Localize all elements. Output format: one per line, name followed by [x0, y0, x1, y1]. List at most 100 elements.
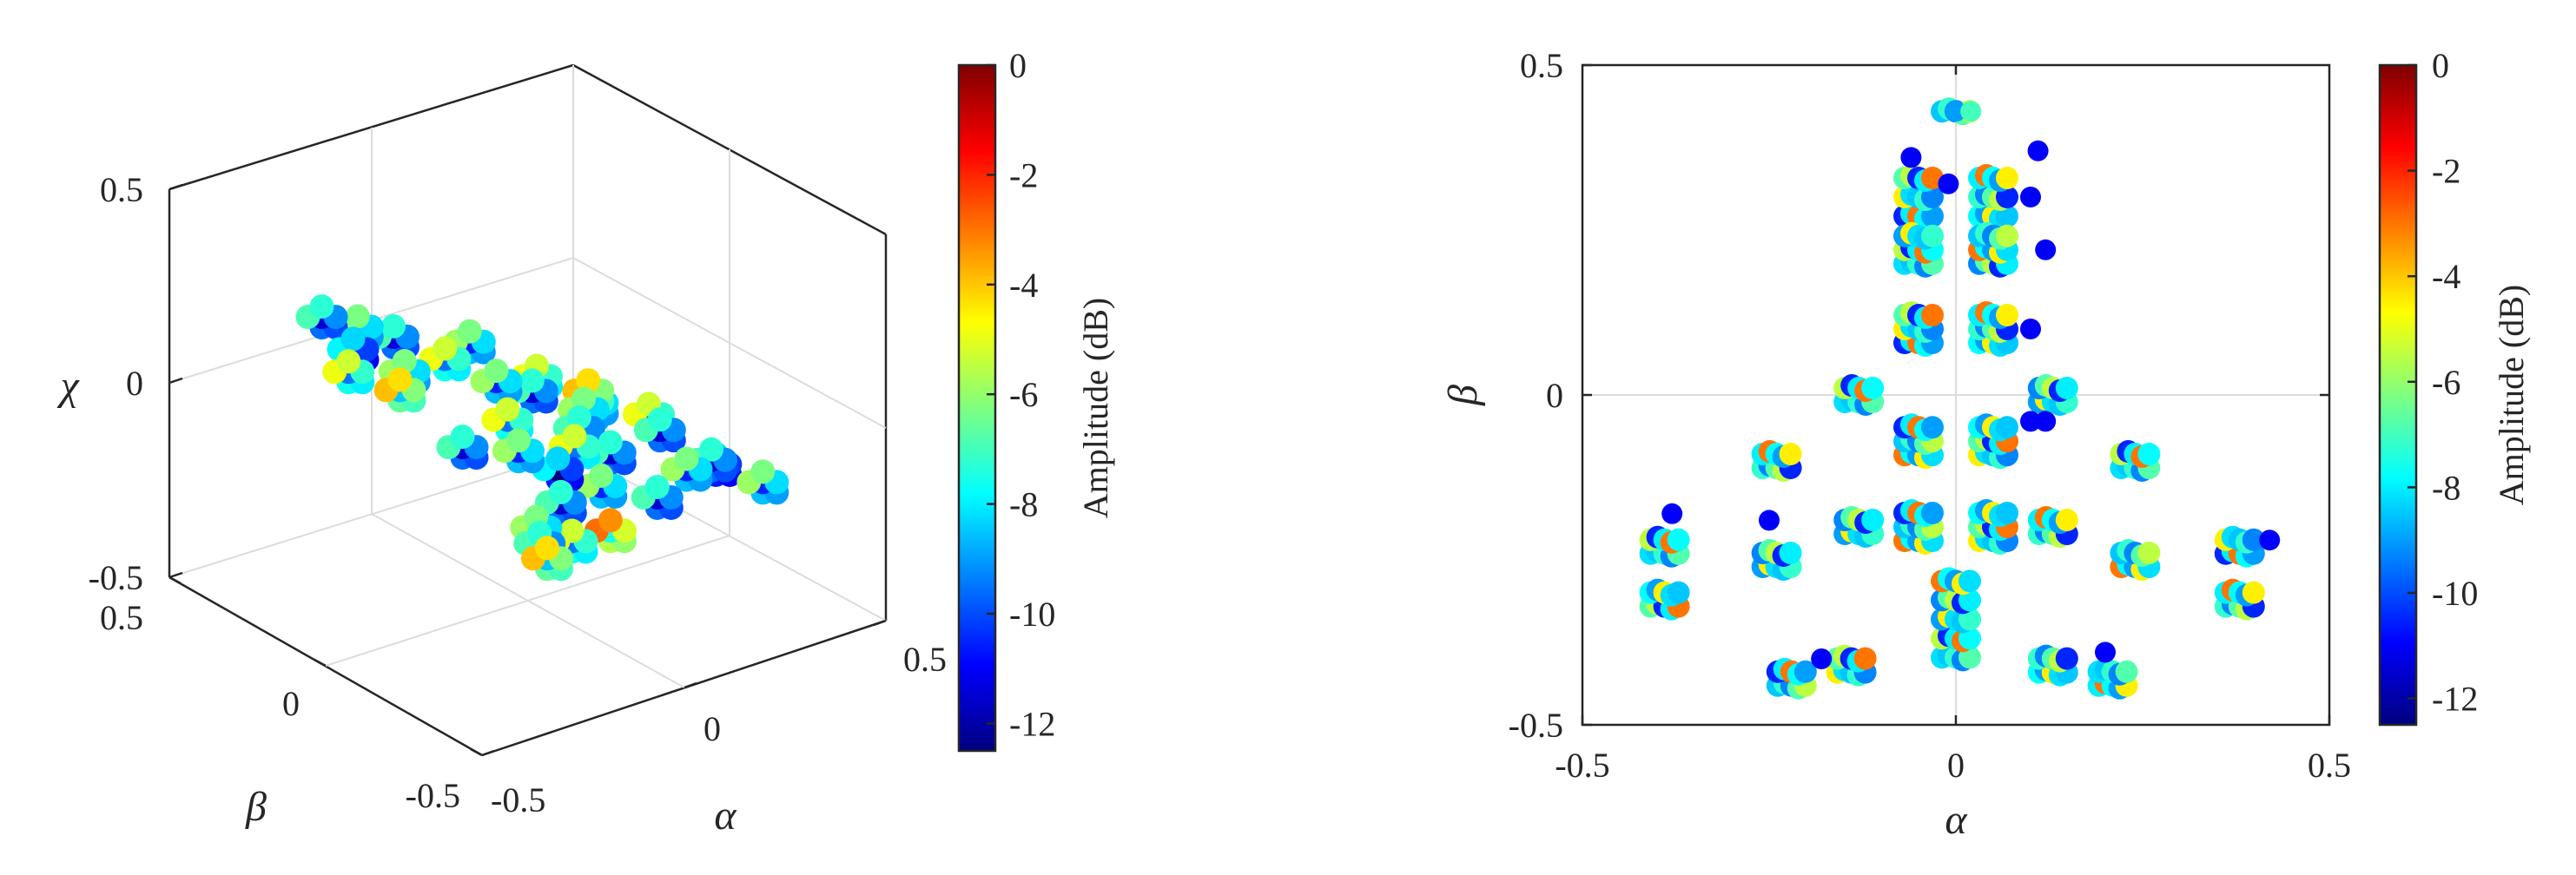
data-point: [2259, 530, 2281, 551]
data-point: [433, 336, 458, 361]
data-point: [1667, 528, 1690, 551]
plot3d-z-label: χ: [56, 363, 80, 409]
data-point: [674, 446, 699, 471]
colorbar-tick-label: -12: [1009, 704, 1055, 743]
plot2d-y-tick: -0.5: [1509, 706, 1563, 745]
data-point: [2055, 647, 2078, 670]
plot3d-y-tick: -0.5: [406, 776, 460, 815]
colorbar-tick-label: -10: [1009, 595, 1055, 634]
plot3d-grid: [168, 65, 887, 688]
data-point: [699, 437, 723, 462]
data-point: [1861, 377, 1885, 399]
plot2d: 0.5 0 -0.5 -0.5 0 0.5 α β: [1440, 46, 2351, 843]
plot3d-x-tick: 0: [703, 709, 721, 748]
data-point: [2055, 509, 2078, 531]
data-point: [598, 430, 623, 455]
data-point: [1921, 304, 1944, 326]
plot2d-y-tick: 0: [1546, 376, 1563, 415]
plot3d: 0.5 0 -0.5 -0.5 0 0.5 0.5 0 -0.5 χ α β: [56, 63, 947, 839]
data-point: [1900, 147, 1922, 168]
data-point: [1921, 416, 1944, 439]
plot2d-x-tick: -0.5: [1555, 746, 1609, 785]
colorbar-tick-label: -8: [2432, 468, 2460, 507]
data-point: [1996, 224, 2018, 247]
colorbar-tick-label: -4: [1009, 266, 1038, 305]
data-point: [750, 459, 776, 484]
data-point: [1938, 173, 1959, 194]
data-point: [484, 359, 509, 384]
data-point: [535, 536, 559, 561]
data-point: [545, 446, 571, 471]
plot2d-points: [1639, 97, 2281, 700]
data-point: [2115, 660, 2138, 683]
colorbar-tick-label: 0: [1009, 46, 1027, 85]
colorbar-2: 0 -2 -4 -6 -8 -10 -12 Amplitude (dB): [2378, 46, 2531, 727]
plot3d-points: [295, 294, 789, 582]
data-point: [506, 428, 531, 453]
data-point: [2137, 542, 2161, 564]
data-point: [1996, 416, 2018, 439]
plot3d-y-tick: 0: [282, 684, 300, 723]
data-point: [1811, 648, 1833, 669]
colorbar-tick-label: -6: [2432, 363, 2460, 402]
colorbar-2-ticks: 0 -2 -4 -6 -8 -10 -12: [2408, 46, 2478, 719]
data-point: [387, 367, 413, 392]
plot2d-y-tick: 0.5: [1520, 46, 1563, 85]
data-point: [519, 368, 545, 393]
data-point: [381, 313, 406, 339]
data-point: [1996, 304, 2018, 326]
colorbar-tick-label: -2: [2432, 152, 2460, 191]
data-point: [2020, 187, 2041, 207]
data-point: [2137, 443, 2161, 465]
data-point: [2035, 411, 2057, 432]
colorbar-tick-label: 0: [2432, 46, 2449, 85]
data-point: [1996, 502, 2018, 524]
data-point: [1958, 569, 1981, 593]
data-point: [1779, 443, 1802, 465]
data-point: [450, 424, 475, 450]
colorbar-1-gradient: [957, 63, 997, 753]
data-point: [1945, 101, 1966, 122]
data-point: [1921, 224, 1944, 247]
colorbar-1-label: Amplitude (dB): [1076, 298, 1115, 518]
plot3d-z-tick: -0.5: [89, 558, 143, 597]
data-point: [571, 386, 596, 411]
colorbar-tick-label: -8: [1009, 485, 1038, 524]
colorbar-1: 0 -2 -4 -6 -8 -10 -12 Amplitude (dB): [957, 46, 1115, 753]
data-point: [2035, 239, 2057, 260]
data-point: [566, 405, 591, 431]
plot3d-x-label: α: [714, 793, 736, 839]
plot3d-z-tick: 0.5: [100, 170, 143, 209]
data-point: [1779, 542, 1802, 564]
colorbar-tick-label: -2: [1009, 155, 1038, 194]
colorbar-tick-label: -6: [1009, 375, 1038, 414]
data-point: [2095, 641, 2116, 663]
data-point: [2027, 140, 2049, 161]
plot2d-tick-marks: [1581, 63, 2331, 727]
colorbar-1-ticks: 0 -2 -4 -6 -8 -10 -12: [987, 46, 1055, 743]
data-point: [1759, 510, 1780, 531]
data-point: [495, 397, 520, 422]
data-point: [2055, 377, 2078, 399]
plot3d-tick-marks: [168, 183, 887, 757]
colorbar-2-label: Amplitude (dB): [2492, 285, 2531, 505]
data-point: [1960, 101, 1982, 122]
plot2d-x-label: α: [1945, 797, 1967, 843]
data-point: [598, 508, 623, 533]
colorbar-tick-label: -12: [2432, 680, 2478, 719]
data-point: [336, 349, 361, 374]
colorbar-2-gradient: [2378, 63, 2418, 727]
plot2d-x-tick: 0.5: [2308, 746, 2351, 785]
colorbar-tick-label: -4: [2432, 257, 2460, 296]
data-point: [1667, 581, 1690, 604]
plot2d-y-label: β: [1440, 385, 1486, 406]
plot3d-x-tick: 0.5: [903, 640, 947, 679]
data-point: [345, 304, 370, 329]
data-point: [559, 518, 585, 543]
data-point: [644, 475, 670, 499]
data-point: [2020, 411, 2041, 432]
data-point: [1996, 167, 2018, 189]
data-point: [1793, 660, 1817, 683]
colorbar-tick-label: -10: [2432, 574, 2478, 613]
